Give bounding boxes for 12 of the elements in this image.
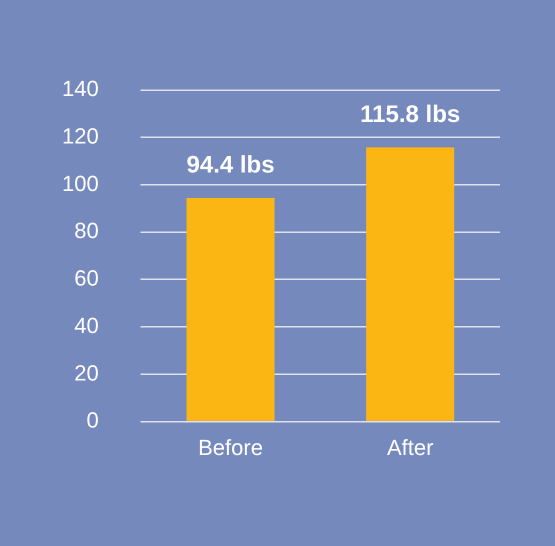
data-label: 115.8 lbs (360, 100, 460, 128)
y-tick-label: 40 (74, 312, 99, 338)
y-tick-label: 140 (62, 76, 99, 102)
y-tick-label: 80 (74, 218, 99, 244)
x-tick-label: Before (198, 434, 263, 460)
y-tick-label: 0 (86, 408, 99, 433)
y-tick-label: 60 (74, 266, 99, 291)
y-tick-label: 120 (62, 123, 99, 148)
data-label: 94.4 lbs (186, 152, 275, 179)
y-tick-label: 20 (74, 360, 99, 386)
x-tick-label: After (386, 434, 434, 460)
y-tick-label: 100 (62, 170, 99, 196)
